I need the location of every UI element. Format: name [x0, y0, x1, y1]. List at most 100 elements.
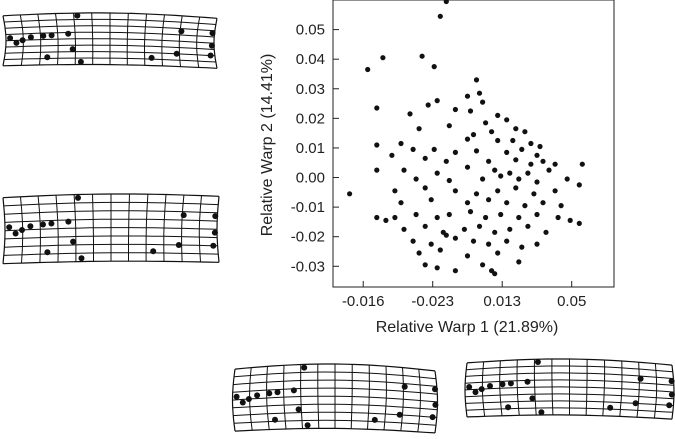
landmark-dot	[75, 194, 81, 201]
landmark-dot	[48, 32, 55, 39]
data-point	[492, 271, 498, 277]
landmark-dot	[65, 218, 72, 225]
x-tick-label: 0.013	[483, 293, 521, 310]
data-point	[434, 214, 440, 221]
landmark-dot	[272, 416, 278, 423]
data-point	[507, 170, 513, 176]
deformation-grids	[2, 12, 675, 434]
landmark-dot	[19, 227, 25, 233]
deformation-grid-bottom-center	[231, 363, 439, 434]
data-point	[519, 244, 525, 250]
data-point	[522, 129, 528, 135]
landmark-dot	[209, 30, 216, 37]
landmark-dot	[175, 242, 182, 248]
data-point	[452, 106, 458, 113]
deformation-grid-middle-left	[2, 193, 220, 265]
y-tick-label: -0.01	[291, 199, 325, 216]
data-point	[543, 229, 549, 235]
y-tick-label: 0.02	[296, 110, 325, 127]
data-point	[492, 229, 498, 235]
data-point	[452, 188, 458, 194]
landmark-dot	[301, 364, 308, 371]
data-point	[464, 93, 471, 99]
data-point	[383, 217, 389, 223]
landmark-dot	[274, 389, 281, 396]
data-point	[504, 200, 510, 206]
data-point	[437, 13, 443, 19]
landmark-dot	[266, 390, 273, 397]
data-point	[540, 158, 546, 164]
data-points	[347, 0, 585, 277]
y-tick-label: -0.02	[291, 229, 325, 246]
data-point	[365, 66, 371, 73]
data-point	[473, 148, 480, 154]
data-point	[528, 140, 534, 147]
landmark-dot	[173, 50, 180, 57]
data-point	[464, 253, 471, 259]
landmark-dot	[478, 386, 485, 393]
data-point	[555, 214, 561, 221]
landmark-dot	[13, 39, 20, 46]
data-point	[425, 102, 431, 108]
data-point	[516, 214, 522, 221]
data-point	[504, 117, 510, 123]
data-point	[576, 220, 582, 226]
data-point	[513, 126, 519, 132]
data-point	[492, 167, 498, 173]
data-point	[434, 98, 440, 104]
landmark-dot	[178, 28, 185, 35]
data-point	[540, 200, 546, 206]
landmark-dot	[7, 35, 14, 42]
data-point	[473, 191, 480, 197]
data-point	[546, 167, 552, 173]
data-point	[522, 203, 528, 209]
data-point	[510, 137, 516, 144]
landmark-dot	[637, 375, 644, 382]
data-point	[483, 214, 489, 221]
landmark-dot	[150, 248, 157, 255]
landmark-dot	[48, 220, 55, 227]
landmark-dot	[65, 30, 72, 37]
data-point	[374, 214, 380, 221]
landmark-dot	[12, 230, 19, 237]
x-tick-label: -0.023	[411, 293, 454, 310]
landmark-dot	[239, 399, 246, 406]
y-axis-label: Relative Warp 2 (14.41%)	[259, 54, 276, 237]
landmark-dot	[472, 389, 479, 396]
data-point	[498, 173, 504, 179]
data-point	[516, 259, 522, 265]
data-point	[398, 200, 404, 206]
data-point	[464, 164, 471, 170]
landmark-dot	[74, 12, 81, 19]
data-point	[480, 99, 486, 105]
data-point	[410, 146, 416, 152]
data-point	[504, 149, 510, 155]
data-point	[392, 188, 398, 194]
data-point	[461, 226, 467, 232]
data-point	[389, 152, 395, 158]
data-point	[437, 247, 443, 253]
data-point	[452, 268, 458, 274]
landmark-dot	[524, 378, 531, 385]
data-point	[374, 105, 380, 111]
data-point	[552, 161, 558, 167]
y-tick-label: 0.01	[296, 140, 325, 157]
data-point	[446, 177, 452, 184]
landmark-dot	[245, 396, 252, 402]
data-point	[422, 155, 428, 161]
data-point	[495, 112, 501, 118]
data-point	[579, 161, 585, 167]
landmark-dot	[27, 223, 34, 230]
plot-frame	[332, 0, 615, 288]
data-point	[480, 176, 486, 182]
data-point	[476, 223, 483, 229]
landmark-dot	[70, 238, 77, 245]
landmark-dot	[77, 58, 84, 65]
scatter-plot: -0.016 -0.023 0.013 0.05 -0.03 -0.02 -0.01 0.0…	[259, 0, 615, 336]
data-point	[567, 217, 573, 223]
data-point	[401, 167, 407, 173]
landmark-dot	[6, 224, 13, 231]
data-point	[537, 143, 543, 150]
data-point	[428, 197, 434, 203]
data-point	[431, 146, 437, 152]
